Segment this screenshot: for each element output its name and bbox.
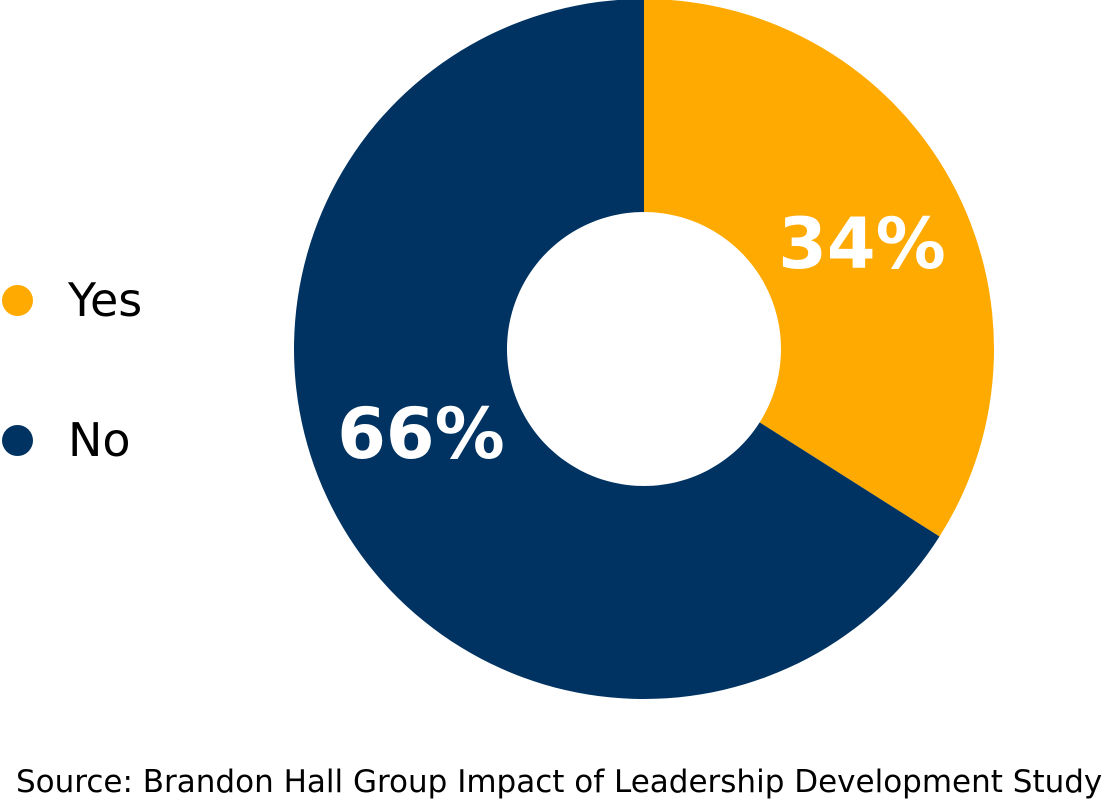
source-note: Source: Brandon Hall Group Impact of Lea… (16, 764, 1103, 800)
legend-item-no: No (0, 410, 200, 470)
data-label-no: 66% (337, 393, 505, 475)
legend-item-yes: Yes (0, 270, 200, 330)
legend-label-yes: Yes (68, 273, 143, 327)
slice-yes (644, 0, 994, 537)
data-label-yes: 34% (778, 203, 946, 285)
slice-no (294, 0, 940, 699)
legend-marker-no (2, 425, 33, 456)
legend-label-no: No (68, 413, 131, 467)
legend-marker-yes (2, 285, 33, 316)
